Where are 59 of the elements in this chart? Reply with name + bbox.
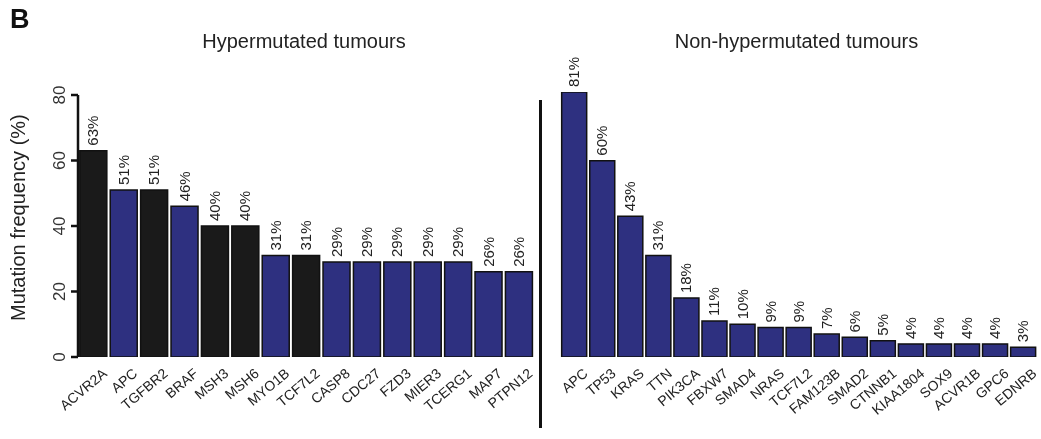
bar	[953, 343, 981, 357]
data-label: 10%	[733, 289, 751, 320]
data-label: 26%	[479, 236, 497, 267]
data-label: 63%	[84, 115, 102, 146]
data-label: 51%	[145, 154, 163, 185]
bar	[981, 343, 1009, 357]
data-label: 81%	[565, 56, 583, 87]
bar	[443, 261, 473, 357]
data-label: 4%	[901, 317, 919, 339]
y-tick-label: 80	[50, 85, 69, 105]
y-tick-label: 60	[50, 151, 69, 170]
data-label: 11%	[705, 287, 723, 317]
data-label: 46%	[175, 171, 193, 202]
data-label: 9%	[789, 300, 807, 323]
bar	[139, 189, 169, 357]
data-label: 4%	[986, 317, 1004, 339]
bar	[291, 254, 321, 357]
bar	[170, 205, 199, 357]
data-label: 26%	[509, 236, 527, 267]
data-label: 60%	[593, 125, 611, 156]
y-tick-label: 40	[50, 216, 69, 236]
bar	[588, 159, 616, 357]
bar	[869, 339, 897, 357]
data-label: 4%	[958, 317, 976, 339]
data-label: 29%	[418, 226, 436, 258]
y-tick-label: 20	[50, 282, 69, 301]
data-label: 51%	[114, 154, 132, 185]
text: B	[10, 4, 30, 35]
bar	[925, 343, 953, 357]
data-label: 29%	[327, 226, 345, 258]
bar	[352, 261, 382, 357]
y-tick-label: 0	[50, 352, 69, 362]
chart-title: Hypermutated tumours	[201, 30, 407, 53]
data-label: 4%	[929, 317, 947, 339]
data-label: 7%	[817, 307, 835, 330]
bar	[474, 271, 503, 357]
data-label: 6%	[845, 310, 863, 333]
data-label: 9%	[761, 300, 779, 323]
bar	[322, 261, 351, 357]
data-label: 29%	[388, 226, 406, 258]
data-label: 29%	[357, 226, 375, 258]
data-label: 40%	[205, 190, 223, 221]
bar	[560, 92, 588, 357]
data-label: 43%	[621, 181, 639, 212]
data-label: 5%	[873, 313, 891, 336]
bar	[841, 336, 869, 357]
bar	[1009, 346, 1037, 357]
data-label: 3%	[1014, 320, 1032, 343]
bar	[897, 343, 925, 357]
data-label: 31%	[297, 220, 315, 251]
data-label: 29%	[449, 226, 467, 258]
y-axis-title: Mutation frequency (%)	[7, 114, 30, 321]
data-label: 31%	[649, 220, 667, 251]
bar	[200, 225, 230, 357]
chart-title: Non-hypermutated tumours	[673, 30, 920, 53]
data-label: 40%	[236, 190, 254, 221]
data-label: 31%	[266, 220, 284, 251]
data-label: 18%	[677, 263, 695, 294]
bar	[504, 271, 534, 357]
